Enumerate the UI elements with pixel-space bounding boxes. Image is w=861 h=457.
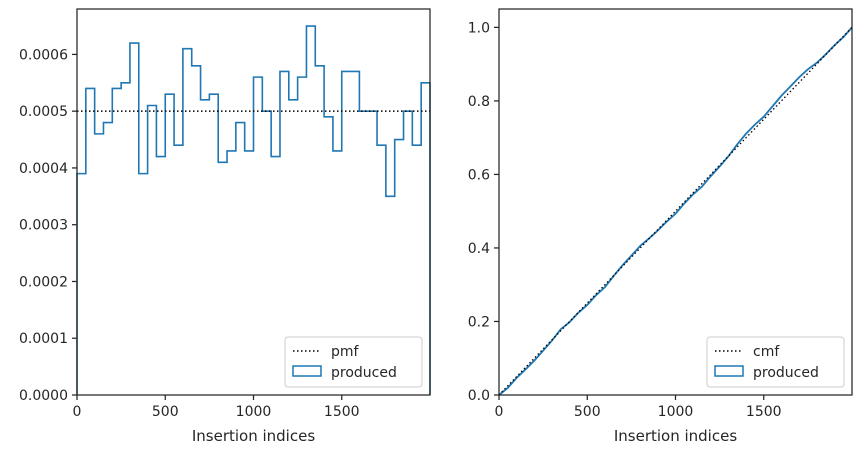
legend-cmf-label: cmf (753, 344, 780, 360)
legend-pmf-label: pmf (331, 344, 360, 360)
legend-produced-label: produced (331, 365, 397, 381)
legend-box (706, 336, 845, 388)
y-tick-label: 0.0002 (19, 274, 68, 290)
cmf-cumulative-frame (498, 8, 853, 396)
x-tick-label: 1000 (658, 404, 694, 420)
x-tick-label: 1500 (746, 404, 782, 420)
x-tick-label: 0 (495, 404, 504, 420)
pmf-histogram-frame (76, 8, 431, 396)
y-tick-label: 0.0000 (19, 388, 68, 404)
legend-box (284, 336, 423, 388)
y-tick-label: 0.0005 (19, 104, 68, 120)
pmf-histogram-series (76, 25, 431, 395)
legend-produced-label: produced (753, 365, 819, 381)
pmf-histogram-legend: pmf produced (284, 336, 423, 388)
y-tick-label: 0.0004 (19, 161, 68, 177)
y-tick-label: 0.0 (468, 388, 490, 404)
y-tick-label: 0.6 (468, 167, 490, 183)
y-tick-label: 1.0 (468, 20, 490, 36)
x-tick-label: 500 (152, 404, 179, 420)
y-tick-label: 0.2 (468, 314, 490, 330)
produced-histogram-outline (76, 25, 431, 395)
y-tick-label: 0.0001 (19, 331, 68, 347)
x-tick-label: 1500 (324, 404, 360, 420)
x-tick-label: 1000 (236, 404, 272, 420)
cmf-cumulative-legend: cmf produced (706, 336, 845, 388)
pmf-histogram-x-axis-label: Insertion indices (192, 427, 315, 445)
cmf-cumulative-x-axis-label: Insertion indices (614, 427, 737, 445)
y-tick-label: 0.4 (468, 241, 490, 257)
legend-produced-marker (292, 365, 322, 377)
pmf-histogram-panel: 0 500 1000 1500 0.0000 0.0001 0.0002 0.0003 0.00… (19, 8, 431, 445)
cmf-reference-line (498, 26, 853, 396)
cmf-cumulative-panel: 0 500 1000 1500 0.0 0.2 0.4 0.6 0.8 1.0 Insertion… (468, 8, 853, 445)
x-tick-label: 0 (73, 404, 82, 420)
cmf-cumulative-ticks: 0 500 1000 1500 0.0 0.2 0.4 0.6 0.8 1.0 (468, 20, 782, 420)
legend-produced-marker (714, 365, 744, 377)
pmf-histogram-ticks: 0 500 1000 1500 0.0000 0.0001 0.0002 0.0003 0.00… (19, 47, 360, 420)
cmf-cumulative-series (498, 26, 853, 396)
y-tick-label: 0.0006 (19, 47, 68, 63)
x-tick-label: 500 (574, 404, 601, 420)
y-tick-label: 0.8 (468, 94, 490, 110)
y-tick-label: 0.0003 (19, 218, 68, 234)
